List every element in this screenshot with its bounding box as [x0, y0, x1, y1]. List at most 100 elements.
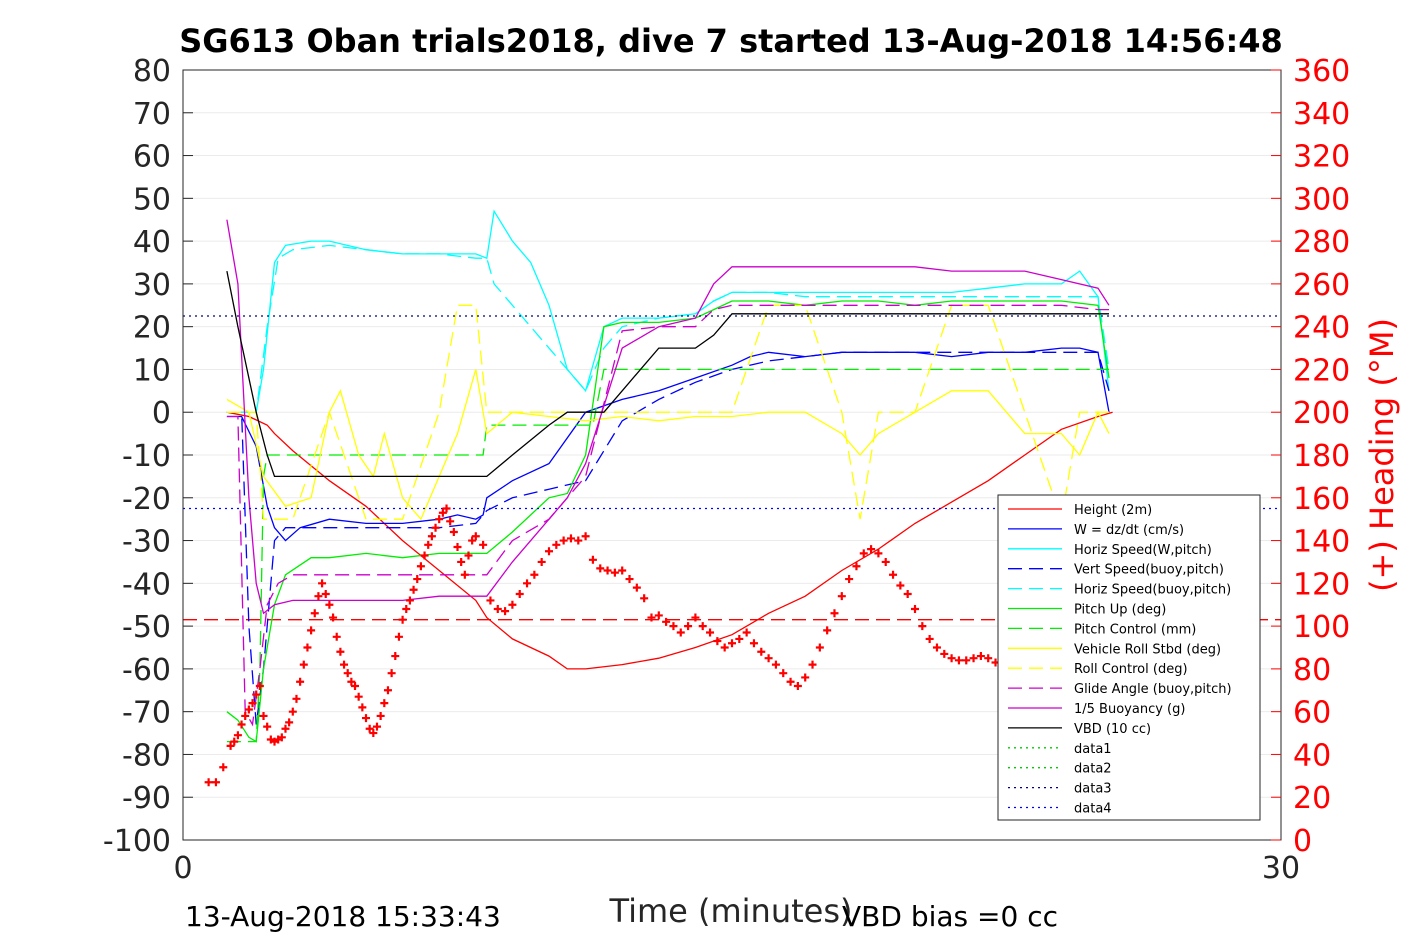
heading-marker	[815, 643, 824, 652]
heading-marker	[940, 649, 949, 658]
x-axis: 0 30	[173, 830, 1300, 886]
heading-marker	[808, 660, 817, 669]
heading-marker	[281, 724, 290, 733]
heading-marker	[728, 639, 736, 648]
heading-marker	[457, 557, 466, 566]
right-tick-label: 140	[1293, 525, 1350, 560]
heading-marker	[479, 540, 488, 549]
heading-marker	[603, 566, 612, 575]
heading-marker	[292, 694, 301, 703]
right-tick-label: 240	[1293, 311, 1350, 346]
heading-marker	[801, 673, 810, 682]
series-line-0	[226, 411, 1113, 670]
heading-marker	[684, 622, 693, 631]
series-line-10	[226, 219, 1110, 615]
legend-label: Roll Control (deg)	[1074, 662, 1188, 677]
right-tick-label: 360	[1293, 54, 1350, 89]
right-tick-label: 80	[1293, 653, 1331, 688]
heading-marker	[486, 596, 495, 605]
heading-marker	[771, 660, 780, 669]
series-line-5	[226, 300, 1110, 743]
markers-layer	[204, 504, 1132, 787]
legend-label: Horiz Speed(W,pitch)	[1074, 543, 1212, 558]
heading-marker	[947, 654, 956, 663]
right-tick-label: 0	[1293, 824, 1312, 859]
heading-marker	[493, 605, 502, 613]
heading-marker	[874, 549, 883, 558]
right-axis-label: (+) Heading (°M)	[1363, 318, 1401, 592]
legend-label: W = dz/dt (cm/s)	[1074, 523, 1184, 538]
left-tick-label: -80	[122, 738, 171, 773]
heading-marker	[640, 594, 649, 603]
right-tick-label: 320	[1293, 140, 1350, 175]
heading-marker	[867, 545, 876, 554]
heading-marker	[596, 564, 605, 573]
heading-marker	[310, 609, 319, 618]
heading-marker	[523, 579, 532, 588]
heading-marker	[299, 660, 308, 669]
legend-label: data4	[1074, 802, 1112, 817]
right-tick-label: 20	[1293, 781, 1331, 816]
heading-marker	[632, 583, 641, 592]
heading-marker	[764, 654, 773, 663]
series-line-6	[226, 368, 1109, 743]
left-tick-label: 10	[133, 353, 171, 388]
heading-marker	[405, 596, 414, 605]
heading-marker	[413, 575, 422, 584]
heading-marker	[468, 536, 477, 545]
right-tick-label: 300	[1293, 182, 1350, 217]
heading-marker	[237, 720, 246, 729]
left-tick-label: 30	[133, 268, 171, 303]
heading-marker	[427, 532, 436, 541]
heading-marker	[830, 609, 839, 618]
heading-marker	[537, 557, 546, 566]
legend-label: Height (2m)	[1074, 503, 1152, 518]
heading-marker	[954, 656, 963, 665]
series-line-4	[226, 244, 1110, 413]
series-line-3	[226, 351, 1110, 725]
heading-marker	[837, 592, 846, 601]
heading-marker	[288, 707, 297, 716]
right-tick-label: 180	[1293, 439, 1350, 474]
left-tick-label: -60	[122, 653, 171, 688]
heading-marker	[340, 660, 349, 669]
heading-marker	[845, 575, 854, 584]
heading-marker	[442, 504, 451, 513]
heading-marker	[277, 733, 286, 742]
heading-marker	[588, 555, 597, 564]
heading-marker	[387, 669, 396, 678]
series-line-8	[226, 304, 1109, 520]
series-line-2	[226, 209, 1110, 413]
heading-marker	[255, 682, 264, 690]
footer-vbd-bias: VBD bias =0 cc	[842, 900, 1058, 933]
left-tick-label: -30	[122, 525, 171, 560]
heading-marker	[852, 562, 861, 571]
right-tick-label: 200	[1293, 396, 1350, 431]
legend-label: Vehicle Roll Stbd (deg)	[1074, 642, 1221, 657]
heading-marker	[881, 557, 890, 566]
heading-marker	[545, 547, 553, 556]
heading-marker	[409, 585, 418, 594]
heading-marker	[398, 615, 407, 624]
heading-marker	[383, 686, 392, 695]
left-axis: 80 70 60 50 40 30 20 10 0 -10 -20 -30 -40 -50 -60 -70 -8…	[103, 54, 193, 859]
heading-marker	[358, 703, 367, 712]
heading-marker	[460, 570, 469, 579]
left-tick-label: -50	[122, 610, 171, 645]
heading-marker	[515, 590, 524, 599]
heading-marker	[394, 632, 403, 641]
heading-marker	[508, 600, 517, 609]
heading-marker	[431, 523, 440, 532]
legend-label: Horiz Speed(buoy,pitch)	[1074, 583, 1231, 598]
heading-marker	[416, 562, 425, 571]
heading-marker	[347, 677, 356, 686]
heading-marker	[698, 622, 707, 631]
right-tick-label: 60	[1293, 696, 1331, 731]
heading-marker	[610, 568, 619, 577]
heading-marker	[896, 581, 905, 590]
heading-marker	[969, 654, 978, 663]
heading-marker	[252, 690, 261, 699]
heading-marker	[362, 714, 370, 723]
right-tick-label: 220	[1293, 353, 1350, 388]
